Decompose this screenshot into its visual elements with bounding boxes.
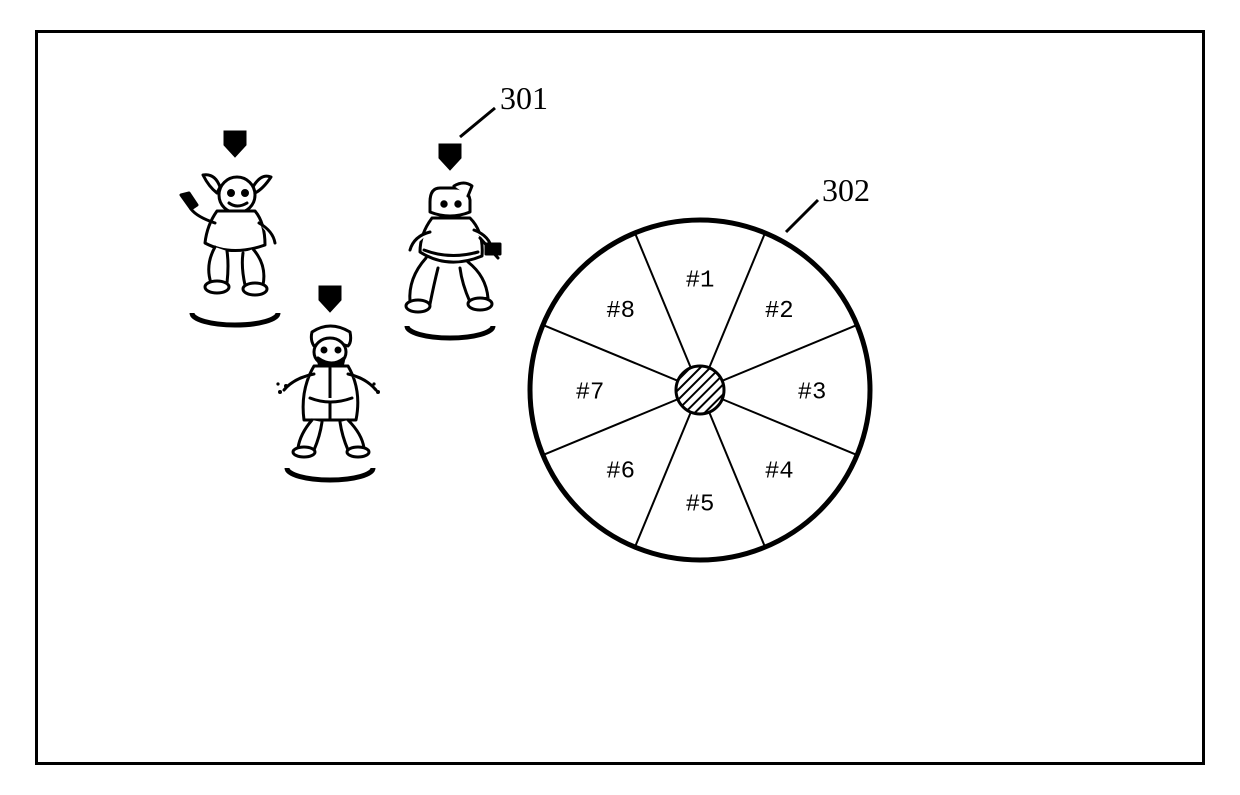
radial-menu-wheel[interactable]: #1 #2 #3 #4 #5 #6 #7 #8 <box>520 210 880 575</box>
figure-canvas: 301 302 <box>0 0 1240 795</box>
callout-302-label: 302 <box>822 172 870 209</box>
unit-base-icon <box>395 320 505 352</box>
selection-marker-icon <box>222 129 248 159</box>
wheel-seg-2-label[interactable]: #2 <box>765 298 794 325</box>
wheel-seg-3-label[interactable]: #3 <box>798 379 827 406</box>
unit-sprite-icon <box>175 165 295 315</box>
game-unit-3[interactable] <box>270 320 390 490</box>
wheel-svg: #1 #2 #3 #4 #5 #6 #7 #8 <box>530 220 870 560</box>
wheel-seg-8-label[interactable]: #8 <box>606 298 635 325</box>
unit-base-icon <box>275 462 385 494</box>
unit-sprite-icon <box>390 178 510 328</box>
wheel-seg-7-label[interactable]: #7 <box>576 379 605 406</box>
wheel-seg-6-label[interactable]: #6 <box>606 459 635 486</box>
game-unit-1[interactable] <box>175 165 295 335</box>
wheel-seg-1-label[interactable]: #1 <box>686 267 715 294</box>
selection-marker-icon <box>317 284 343 314</box>
unit-sprite-icon <box>270 320 390 470</box>
game-unit-2[interactable] <box>390 178 510 348</box>
wheel-seg-5-label[interactable]: #5 <box>686 491 715 518</box>
wheel-seg-4-label[interactable]: #4 <box>765 459 794 486</box>
wheel-hub-icon[interactable] <box>676 366 724 414</box>
selection-marker-icon <box>437 142 463 172</box>
